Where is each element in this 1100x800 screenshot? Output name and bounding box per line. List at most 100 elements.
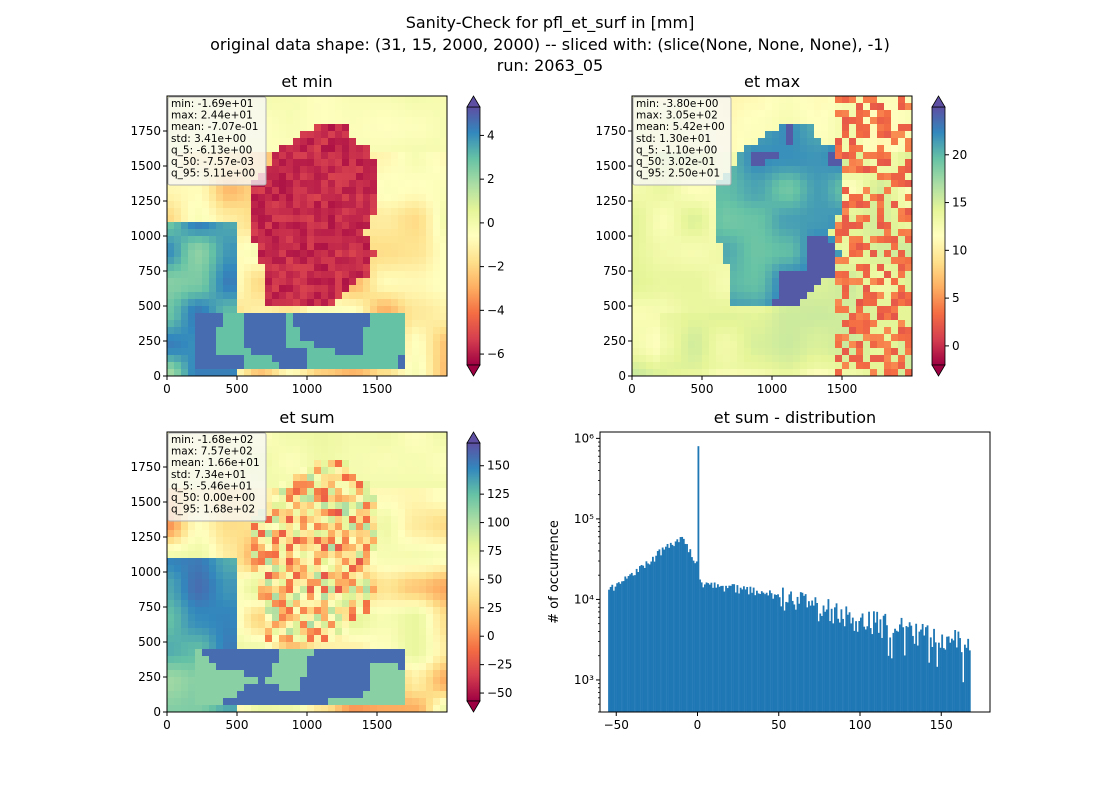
heatmap-cell xyxy=(793,138,801,146)
heatmap-cell xyxy=(730,292,738,300)
heatmap-cell xyxy=(433,362,441,370)
y-tick-label: 250 xyxy=(603,334,626,348)
heatmap-cell xyxy=(688,187,696,195)
heatmap-cell xyxy=(426,705,434,713)
heatmap-cell xyxy=(398,124,406,132)
heatmap-cell xyxy=(772,257,780,265)
heatmap-cell xyxy=(793,124,801,132)
heatmap-cell xyxy=(426,600,434,608)
colorbar-tick-label: 10 xyxy=(952,243,967,257)
heatmap-cell xyxy=(800,152,808,160)
heatmap-cell xyxy=(702,250,710,258)
heatmap-cell xyxy=(842,299,850,307)
heatmap-cell xyxy=(223,698,231,706)
heatmap-cell xyxy=(433,313,441,321)
heatmap-cell xyxy=(307,187,315,195)
y-tick-label: 1250 xyxy=(130,194,161,208)
heatmap-cell xyxy=(681,194,689,202)
heatmap-cell xyxy=(202,229,210,237)
heatmap-cell xyxy=(363,460,371,468)
heatmap-cell xyxy=(272,327,280,335)
heatmap-cell xyxy=(349,467,357,475)
heatmap-cell xyxy=(363,537,371,545)
heatmap-cell xyxy=(849,313,857,321)
heatmap-cell xyxy=(335,103,343,111)
heatmap-cell xyxy=(391,180,399,188)
heatmap-cell xyxy=(286,670,294,678)
heatmap-cell xyxy=(272,138,280,146)
heatmap-cell xyxy=(188,586,196,594)
heatmap-cell xyxy=(440,614,448,622)
heatmap-cell xyxy=(202,670,210,678)
heatmap-cell xyxy=(751,180,759,188)
heatmap-cell xyxy=(660,369,668,377)
heatmap-cell xyxy=(188,579,196,587)
heatmap-cell xyxy=(181,299,189,307)
heatmap-cell xyxy=(195,530,203,538)
heatmap-cell xyxy=(891,222,899,230)
heatmap-cell xyxy=(223,222,231,230)
heatmap-cell xyxy=(681,362,689,370)
heatmap-cell xyxy=(772,208,780,216)
heatmap-cell xyxy=(807,96,815,104)
heatmap-cell xyxy=(772,201,780,209)
heatmap-cell xyxy=(398,677,406,685)
heatmap-cell xyxy=(377,600,385,608)
heatmap-cell xyxy=(653,222,661,230)
heatmap-cell xyxy=(433,355,441,363)
heatmap-cell xyxy=(349,621,357,629)
heatmap-cell xyxy=(181,327,189,335)
heatmap-cell xyxy=(223,271,231,279)
heatmap-cell xyxy=(391,208,399,216)
heatmap-cell xyxy=(856,369,864,377)
heatmap-cell xyxy=(433,670,441,678)
stats-line: min: -3.80e+00 xyxy=(636,98,718,110)
heatmap-cell xyxy=(800,215,808,223)
heatmap-cell xyxy=(772,320,780,328)
heatmap-cell xyxy=(891,348,899,356)
heatmap-cell xyxy=(807,124,815,132)
heatmap-cell xyxy=(167,558,175,566)
heatmap-cell xyxy=(891,355,899,363)
heatmap-cell xyxy=(800,236,808,244)
stats-line: min: -1.68e+02 xyxy=(171,434,253,446)
y-tick-label: 750 xyxy=(138,264,161,278)
heatmap-cell xyxy=(258,684,266,692)
heatmap-cell xyxy=(426,453,434,461)
heatmap-cell xyxy=(412,320,420,328)
heatmap-cell xyxy=(405,614,413,622)
heatmap-cell xyxy=(244,593,252,601)
heatmap-cell xyxy=(412,194,420,202)
heatmap-cell xyxy=(849,194,857,202)
heatmap-cell xyxy=(223,649,231,657)
heatmap-cell xyxy=(307,586,315,594)
heatmap-cell xyxy=(405,355,413,363)
heatmap-cell xyxy=(391,565,399,573)
heatmap-cell xyxy=(405,600,413,608)
heatmap-cell xyxy=(209,243,217,251)
heatmap-cell xyxy=(195,565,203,573)
heatmap-cell xyxy=(377,663,385,671)
heatmap-cell xyxy=(286,320,294,328)
heatmap-cell xyxy=(384,446,392,454)
heatmap-cell xyxy=(307,334,315,342)
histogram-bar xyxy=(622,581,625,712)
heatmap-cell xyxy=(426,222,434,230)
heatmap-cell xyxy=(391,495,399,503)
heatmap-cell xyxy=(258,243,266,251)
heatmap-cell xyxy=(905,138,913,146)
heatmap-cell xyxy=(216,292,224,300)
heatmap-cell xyxy=(174,313,182,321)
heatmap-cell xyxy=(181,313,189,321)
heatmap-cell xyxy=(653,369,661,377)
heatmap-cell xyxy=(835,369,843,377)
heatmap-cell xyxy=(688,271,696,279)
heatmap-cell xyxy=(335,327,343,335)
heatmap-cell xyxy=(342,257,350,265)
heatmap-cell xyxy=(898,236,906,244)
heatmap-cell xyxy=(835,257,843,265)
heatmap-cell xyxy=(342,635,350,643)
heatmap-cell xyxy=(314,460,322,468)
heatmap-cell xyxy=(821,271,829,279)
heatmap-cell xyxy=(632,355,640,363)
